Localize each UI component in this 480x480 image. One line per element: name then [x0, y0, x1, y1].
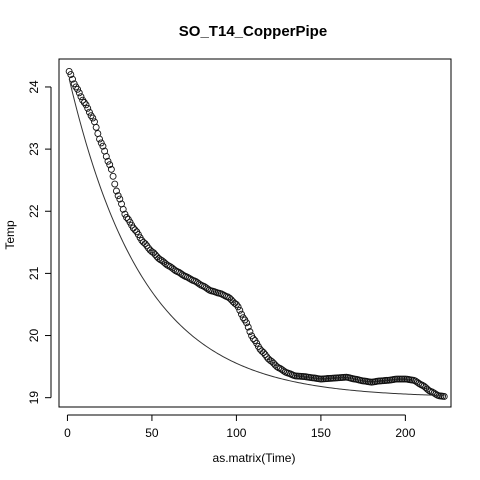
- data-point: [111, 180, 119, 188]
- data-point: [116, 195, 124, 203]
- data-point: [273, 363, 281, 371]
- y-tick-label: 19: [27, 391, 41, 405]
- data-point: [141, 240, 149, 248]
- data-point: [102, 153, 110, 160]
- data-point: [75, 89, 83, 97]
- data-point: [155, 255, 163, 262]
- x-tick-label: 200: [395, 426, 415, 440]
- data-point: [249, 335, 257, 343]
- data-point: [123, 214, 131, 221]
- data-point: [89, 114, 97, 122]
- data-point: [91, 118, 98, 126]
- data-point: [92, 123, 100, 131]
- data-point: [67, 71, 75, 79]
- data-point: [244, 323, 252, 331]
- data-point: [112, 187, 120, 195]
- data-point: [261, 351, 269, 359]
- data-point: [114, 192, 122, 200]
- data-point: [109, 172, 117, 180]
- data-point: [151, 251, 159, 259]
- data-point: [119, 205, 127, 213]
- data-point: [183, 273, 191, 281]
- x-tick-label: 100: [226, 426, 246, 440]
- data-point: [415, 379, 423, 387]
- data-point: [150, 249, 158, 257]
- data-point: [131, 226, 139, 234]
- data-point: [246, 328, 254, 336]
- plot-frame: [58, 58, 452, 408]
- data-point: [170, 265, 178, 273]
- y-tick-label: 20: [27, 329, 41, 343]
- y-tick-label: 22: [27, 204, 41, 218]
- x-tick-label: 0: [64, 426, 71, 440]
- data-point: [84, 104, 92, 112]
- x-tick-label: 150: [311, 426, 331, 440]
- y-axis-label: Temp: [3, 220, 17, 250]
- data-point: [104, 157, 112, 165]
- chart-title: SO_T14_CopperPipe: [179, 23, 327, 40]
- data-points: [65, 67, 448, 400]
- data-point: [82, 101, 90, 109]
- y-tick-label: 21: [27, 266, 41, 280]
- data-point: [74, 85, 82, 93]
- data-point: [440, 392, 448, 400]
- data-point: [106, 161, 114, 169]
- y-tick-label: 23: [27, 142, 41, 156]
- data-point: [243, 319, 251, 327]
- data-point: [143, 242, 151, 250]
- data-point: [107, 165, 115, 173]
- data-point: [129, 224, 137, 232]
- y-tick-label: 24: [27, 80, 41, 94]
- x-tick-label: 50: [145, 426, 159, 440]
- x-axis-label: as.matrix(Time): [213, 451, 296, 465]
- data-point: [163, 261, 171, 269]
- data-point: [236, 306, 244, 314]
- data-point: [260, 349, 267, 356]
- x-axis: 0 50 100 150 200: [64, 414, 416, 440]
- data-point: [234, 303, 242, 311]
- data-point: [258, 347, 266, 355]
- data-point: [77, 93, 85, 101]
- fitted-curve: [68, 78, 445, 397]
- data-point: [94, 130, 102, 138]
- data-point: [99, 142, 107, 150]
- data-point: [238, 310, 245, 318]
- data-point: [85, 108, 93, 116]
- y-axis: 19 20 21 22 23 24: [27, 80, 52, 405]
- data-point: [140, 238, 147, 246]
- data-point: [96, 135, 104, 143]
- data-point: [97, 139, 105, 147]
- data-point: [121, 210, 129, 218]
